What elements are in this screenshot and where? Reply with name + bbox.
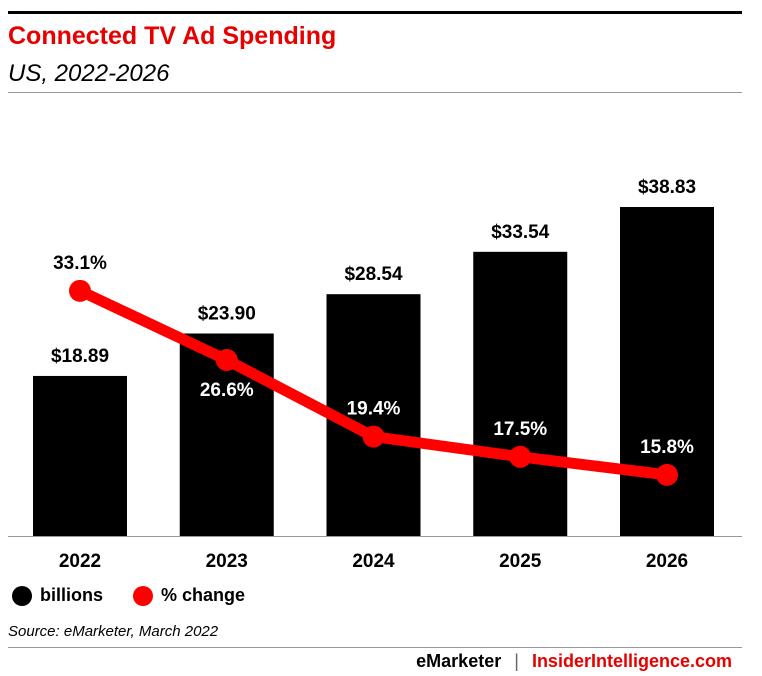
legend-swatch-change: [133, 585, 153, 606]
change-point-2025: [509, 445, 532, 468]
change-label-2026: 15.8%: [640, 437, 694, 458]
top-rule: [8, 11, 742, 14]
header-divider: [8, 92, 742, 93]
change-point-2023: [215, 348, 238, 371]
change-label-2024: 19.4%: [347, 399, 401, 420]
x-tick-2023: 2023: [206, 551, 248, 572]
change-label-2022: 33.1%: [53, 253, 107, 274]
brand-emarketer: eMarketer: [416, 651, 502, 671]
change-point-2022: [69, 279, 91, 302]
x-tick-2025: 2025: [499, 551, 542, 572]
change-label-2025: 17.5%: [493, 419, 547, 440]
footer-divider: [8, 647, 742, 648]
bar-label-2025: $33.54: [491, 222, 550, 243]
source-note: Source: eMarketer, March 2022: [8, 623, 219, 640]
brand-insider-intelligence: InsiderIntelligence.com: [531, 651, 732, 671]
x-tick-2022: 2022: [59, 551, 101, 572]
bar-label-2026: $38.83: [638, 177, 696, 198]
legend-swatch-billions: [12, 585, 32, 606]
footer-separator: |: [514, 651, 519, 671]
bar-2026: [620, 207, 714, 536]
legend-label-billions: billions: [40, 585, 103, 605]
x-tick-2026: 2026: [646, 551, 688, 572]
legend-label-change: % change: [161, 585, 246, 605]
bar-label-2023: $23.90: [198, 303, 256, 324]
plot-area: $18.89 2022 $23.90 2023 $28.54 2024 $33.54 2025…: [8, 177, 742, 572]
change-point-2024: [362, 425, 385, 448]
footer: eMarketer | InsiderIntelligence.com: [416, 651, 732, 672]
bar-label-2024: $28.54: [344, 264, 403, 285]
change-label-2023: 26.6%: [200, 380, 254, 401]
chart-subtitle: US, 2022-2026: [8, 60, 170, 87]
bar-label-2022: $18.89: [51, 346, 109, 367]
x-tick-2024: 2024: [352, 551, 395, 572]
change-point-2026: [656, 463, 678, 486]
bar-2025: [473, 251, 568, 536]
chart-title: Connected TV Ad Spending: [8, 22, 337, 50]
bar-2022: [33, 375, 127, 536]
legend: billions % change: [12, 585, 245, 606]
